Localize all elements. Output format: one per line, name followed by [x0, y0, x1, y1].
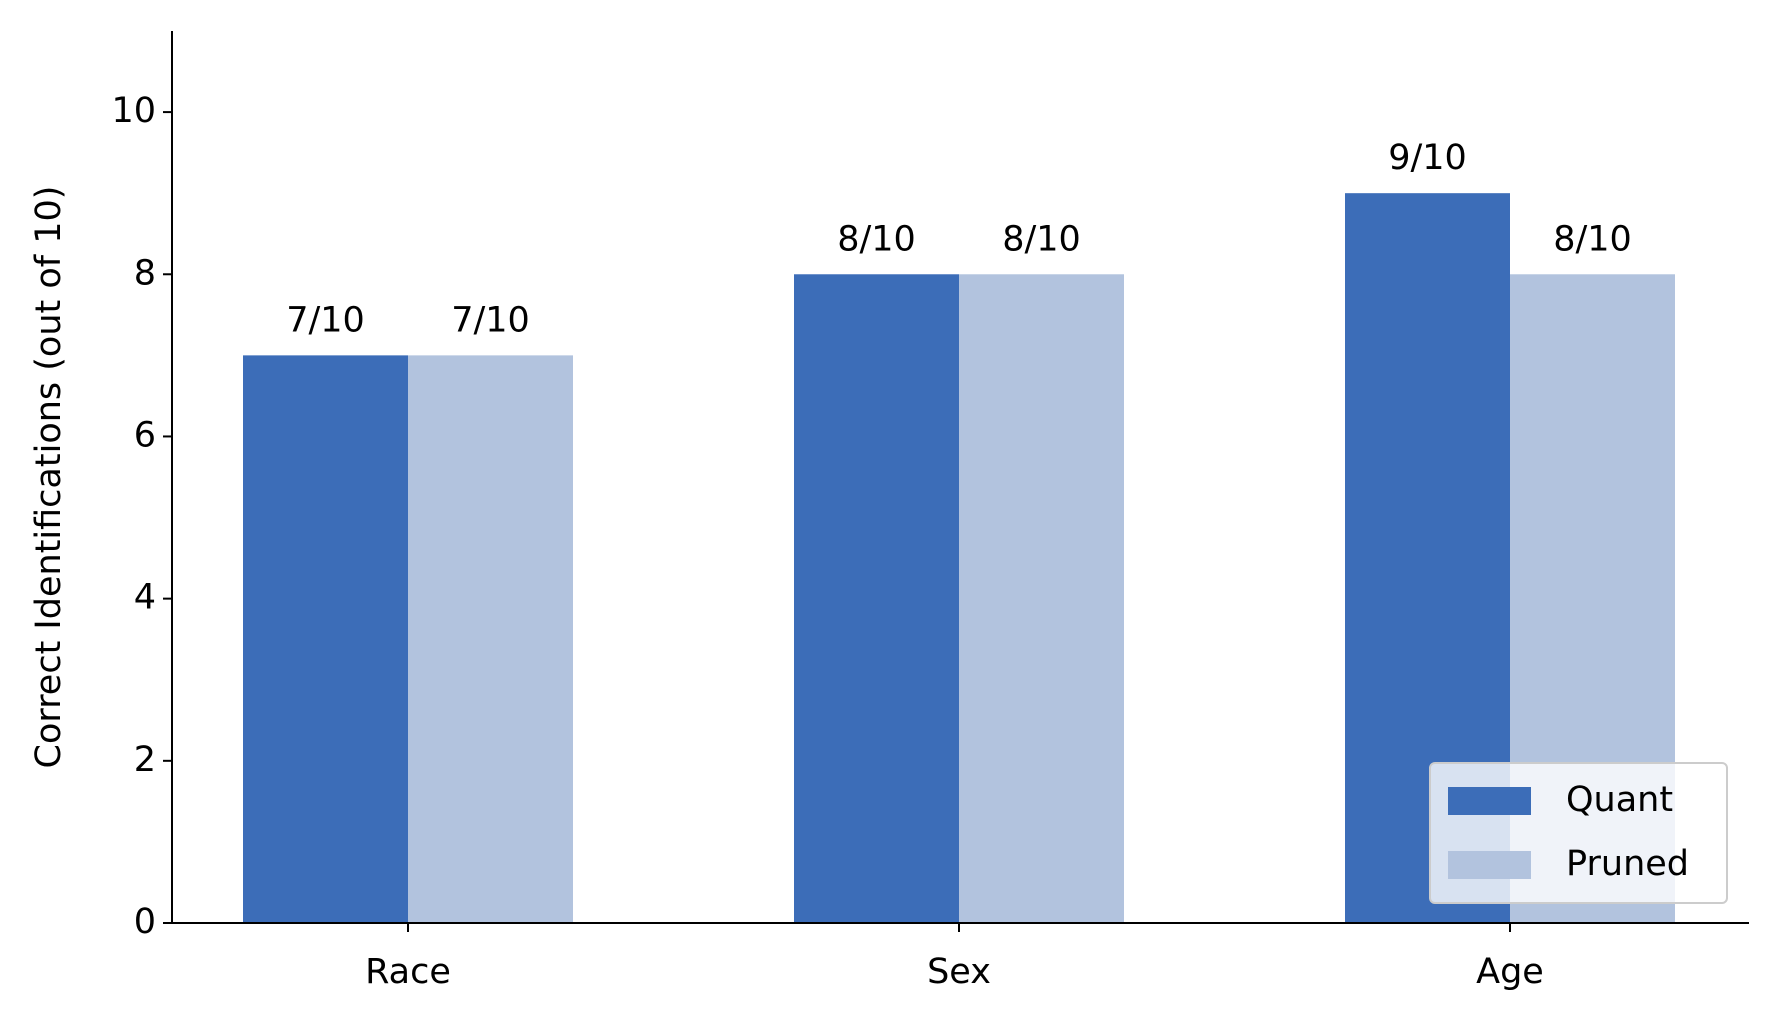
bar — [959, 274, 1124, 924]
value-label: 8/10 — [1553, 219, 1632, 259]
bar — [794, 274, 959, 924]
value-label: 7/10 — [286, 300, 365, 340]
legend-label: Pruned — [1566, 844, 1689, 884]
bar — [408, 355, 573, 923]
y-tick-label: 6 — [134, 415, 156, 455]
y-tick-label: 0 — [134, 902, 156, 942]
y-tick-label: 8 — [134, 253, 156, 293]
value-label: 7/10 — [451, 300, 530, 340]
legend-swatch — [1448, 787, 1531, 815]
y-tick-label: 2 — [134, 740, 156, 780]
y-tick-label: 4 — [134, 578, 156, 618]
x-tick-label: Sex — [927, 952, 991, 992]
legend-label: Quant — [1566, 780, 1673, 820]
bar — [243, 355, 408, 923]
value-label: 9/10 — [1388, 138, 1467, 178]
value-label: 8/10 — [837, 219, 916, 259]
legend-swatch — [1448, 851, 1531, 879]
y-tick-label: 10 — [111, 91, 156, 131]
y-axis-label: Correct Identifications (out of 10) — [29, 186, 69, 769]
value-label: 8/10 — [1002, 219, 1081, 259]
x-tick-label: Race — [365, 952, 451, 992]
x-tick-label: Age — [1476, 952, 1544, 992]
